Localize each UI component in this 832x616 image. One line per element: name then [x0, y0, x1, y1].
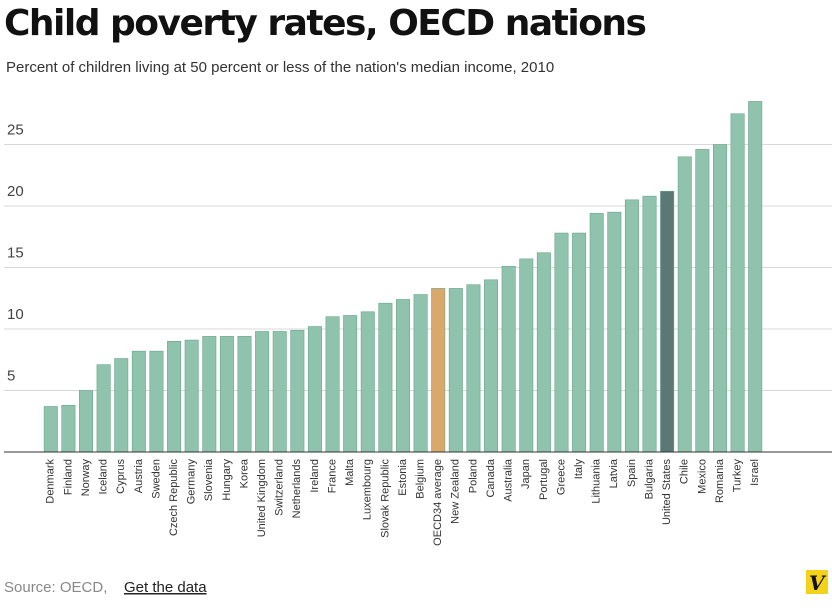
x-tick-label: Czech Republic [168, 459, 180, 537]
chart-subtitle: Percent of children living at 50 percent… [6, 59, 554, 76]
bar [730, 113, 745, 453]
x-tick-label: Netherlands [291, 459, 303, 519]
x-tick-label: Mexico [696, 459, 708, 494]
bar [448, 288, 463, 453]
x-tick-label: United States [661, 459, 673, 526]
bar [131, 350, 146, 453]
x-tick-label: Latvia [608, 458, 620, 488]
x-tick-label: New Zealand [450, 459, 462, 524]
x-tick-label: Romania [714, 458, 726, 503]
bar [255, 331, 270, 453]
x-tick-label: Australia [503, 458, 515, 502]
x-tick-label: Israel [749, 459, 761, 486]
bar [343, 315, 358, 453]
bar [519, 258, 534, 453]
bar [114, 358, 129, 453]
x-tick-label: Switzerland [274, 459, 286, 516]
bar [484, 279, 499, 453]
bar [360, 311, 375, 453]
x-tick-label: Poland [467, 459, 479, 493]
bar [431, 288, 446, 453]
bar [79, 390, 94, 453]
x-tick-label: Ireland [309, 459, 321, 493]
x-tick-label: OECD34 average [432, 459, 444, 546]
x-tick-label: Canada [485, 458, 497, 497]
bar [307, 326, 322, 453]
bar [642, 195, 657, 453]
bar [96, 364, 111, 453]
bar [748, 101, 763, 453]
x-tick-label: Hungary [221, 459, 233, 501]
bar [184, 339, 199, 453]
bar [396, 299, 410, 453]
bar [378, 302, 393, 453]
x-tick-label: Japan [520, 459, 532, 489]
bar [624, 199, 639, 453]
x-tick-label: United Kingdom [256, 459, 268, 537]
x-tick-label: Turkey [731, 459, 743, 493]
x-tick-label: Sweden [150, 459, 162, 499]
bar [712, 144, 727, 453]
x-tick-label: Finland [62, 459, 74, 495]
x-tick-label: Slovak Republic [379, 459, 391, 538]
x-tick-label: Malta [344, 458, 356, 486]
x-tick-label: Bulgaria [643, 458, 655, 499]
logo-box [806, 570, 828, 594]
x-tick-label: Korea [238, 458, 250, 488]
bar [149, 350, 164, 453]
bar [572, 232, 587, 453]
y-tick-label: 10 [7, 306, 24, 323]
y-tick-label: 5 [7, 367, 15, 384]
bar [167, 340, 182, 453]
x-tick-label: Greece [555, 459, 567, 495]
source: Source: OECD, [4, 579, 107, 596]
x-tick-label: Spain [626, 459, 638, 487]
x-tick-label: Slovenia [203, 458, 215, 501]
bar [61, 404, 76, 453]
bar [237, 336, 252, 453]
bar [501, 265, 516, 453]
y-tick-label: 20 [7, 183, 24, 200]
bar [219, 336, 234, 453]
bar [677, 156, 692, 453]
x-tick-label: Austria [133, 458, 145, 493]
x-tick-label: Estonia [397, 458, 409, 496]
x-tick-label: Italy [573, 459, 585, 480]
bar [325, 316, 340, 453]
bar [536, 252, 551, 453]
x-tick-label: Denmark [45, 459, 57, 504]
bar [554, 232, 569, 453]
x-tick-label: Cyprus [115, 459, 127, 494]
x-tick-label: Iceland [98, 459, 110, 494]
bar [660, 190, 675, 453]
x-tick-label: Luxembourg [362, 459, 374, 520]
bar [272, 331, 287, 453]
y-tick-label: 15 [7, 244, 24, 261]
x-tick-label: Belgium [415, 459, 427, 499]
data-link[interactable]: Get the data [124, 579, 207, 596]
chart-title: Child poverty rates, OECD nations [4, 3, 646, 44]
x-tick-label: Portugal [538, 459, 550, 500]
y-tick-label: 25 [7, 121, 24, 138]
x-tick-label: France [326, 459, 338, 493]
x-tick-label: Norway [80, 459, 92, 497]
x-tick-label: Lithuania [591, 458, 603, 504]
bar [589, 213, 604, 453]
bar [290, 329, 305, 453]
x-tick-label: Chile [679, 459, 691, 484]
logo: V [809, 571, 827, 595]
bar [466, 284, 481, 453]
bar [202, 336, 217, 453]
bar [413, 294, 428, 453]
bar [695, 149, 710, 453]
bar [607, 211, 622, 453]
bar [43, 406, 58, 453]
x-tick-label: Germany [186, 459, 198, 505]
